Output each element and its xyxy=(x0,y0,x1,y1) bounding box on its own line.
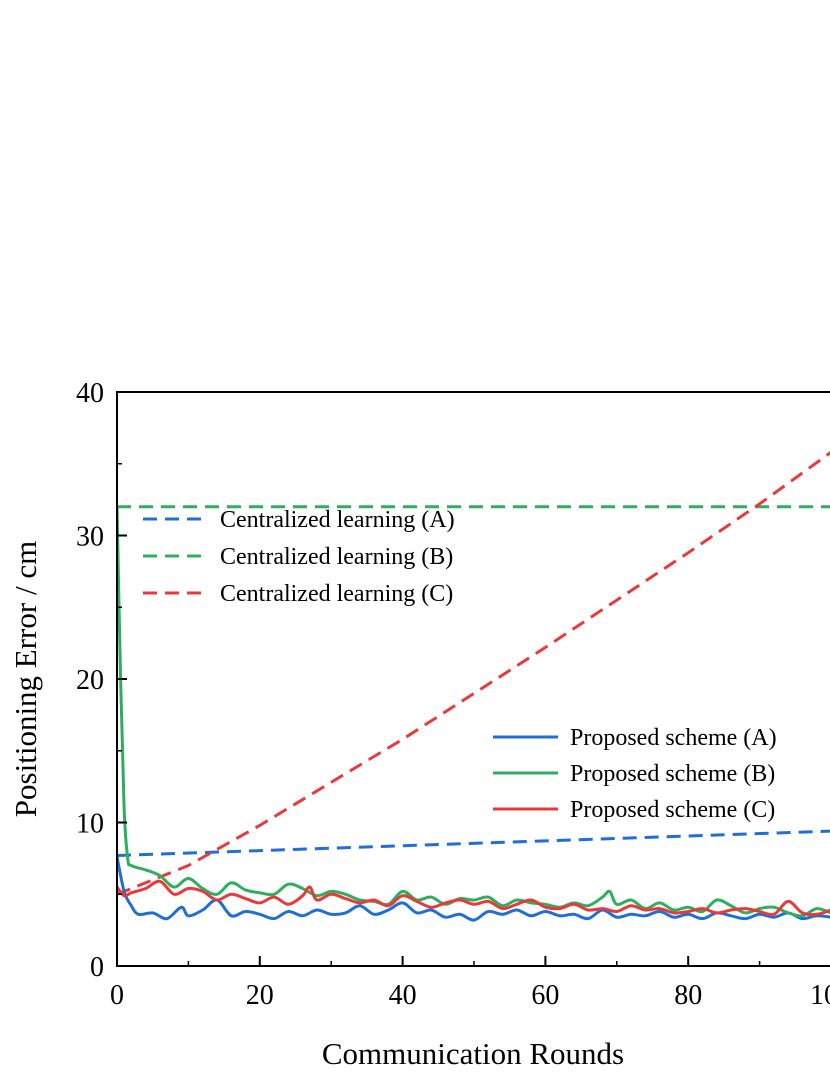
x-tick-label: 100 xyxy=(810,980,830,1011)
x-tick-label: 80 xyxy=(674,980,702,1011)
legend-label-proposed-scheme-a: Proposed scheme (A) xyxy=(570,725,777,751)
axis-ticks xyxy=(116,391,761,967)
series-line-proposed-scheme-a xyxy=(118,856,830,922)
y-tick-label: 40 xyxy=(76,378,104,409)
x-tick-label: 40 xyxy=(389,980,417,1011)
legend-label-proposed-scheme-b: Proposed scheme (B) xyxy=(570,761,775,787)
series-line-centralized-learning-c xyxy=(118,451,830,896)
series-line-proposed-scheme-c xyxy=(118,879,830,917)
x-axis-label: Communication Rounds xyxy=(322,1036,624,1071)
x-tick-label: 60 xyxy=(531,980,559,1011)
series-line-centralized-learning-a xyxy=(118,829,830,857)
legend-label-centralized-learning-c: Centralized learning (C) xyxy=(220,581,453,607)
y-tick-label: 30 xyxy=(76,522,104,553)
y-axis-label: Positioning Error / cm xyxy=(8,541,43,817)
y-tick-label: 10 xyxy=(76,809,104,840)
plot-frame xyxy=(116,391,830,967)
x-tick-label: 0 xyxy=(110,980,124,1011)
y-tick-label: 20 xyxy=(76,665,104,696)
legend-label-centralized-learning-b: Centralized learning (B) xyxy=(220,544,453,570)
x-tick-label: 20 xyxy=(246,980,274,1011)
legend-label-centralized-learning-a: Centralized learning (A) xyxy=(220,507,455,533)
legend-label-proposed-scheme-c: Proposed scheme (C) xyxy=(570,797,775,823)
plot-lines xyxy=(118,451,830,922)
tick-labels: 0 20 40 60 80 100 0 10 20 30 40 xyxy=(76,378,830,1011)
legend-centralized: Centralized learning (A) Centralized lear… xyxy=(143,507,455,607)
y-tick-label: 0 xyxy=(90,952,104,983)
legend-proposed: Proposed scheme (A) Proposed scheme (B) Pr… xyxy=(493,725,777,823)
